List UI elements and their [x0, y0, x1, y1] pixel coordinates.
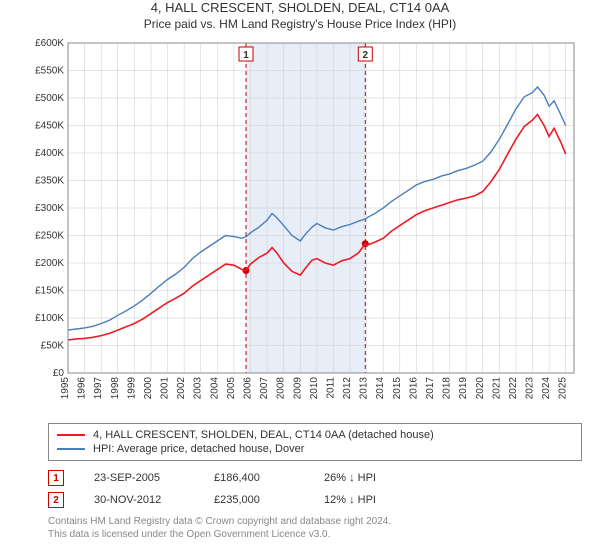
svg-text:2010: 2010: [309, 377, 320, 400]
sale-price: £235,000: [214, 494, 294, 506]
svg-text:2000: 2000: [143, 377, 154, 400]
svg-text:2021: 2021: [491, 377, 502, 400]
svg-text:2016: 2016: [408, 377, 419, 400]
marker-icon: 1: [48, 470, 64, 486]
footer-line: This data is licensed under the Open Gov…: [48, 528, 582, 541]
svg-text:£250K: £250K: [35, 231, 64, 242]
svg-text:2018: 2018: [442, 377, 453, 400]
sales-table: 1 23-SEP-2005 £186,400 26% ↓ HPI 2 30-NO…: [48, 467, 582, 511]
svg-text:1999: 1999: [126, 377, 137, 400]
svg-text:1: 1: [243, 50, 249, 61]
svg-text:1998: 1998: [110, 377, 121, 400]
legend-swatch: [57, 434, 85, 436]
svg-text:£400K: £400K: [35, 148, 64, 159]
svg-text:1995: 1995: [60, 377, 71, 400]
svg-text:2004: 2004: [209, 377, 220, 400]
chart-area: £0£50K£100K£150K£200K£250K£300K£350K£400…: [20, 37, 580, 417]
svg-text:2009: 2009: [292, 377, 303, 400]
sale-price: £186,400: [214, 472, 294, 484]
svg-text:£150K: £150K: [35, 286, 64, 297]
sale-diff: 26% ↓ HPI: [324, 472, 414, 484]
svg-text:2022: 2022: [508, 377, 519, 400]
svg-text:2011: 2011: [325, 377, 336, 399]
svg-text:2002: 2002: [176, 377, 187, 400]
sale-date: 30-NOV-2012: [94, 494, 184, 506]
chart-title: 4, HALL CRESCENT, SHOLDEN, DEAL, CT14 0A…: [0, 0, 600, 15]
svg-text:£350K: £350K: [35, 176, 64, 187]
svg-text:2019: 2019: [458, 377, 469, 400]
svg-text:1997: 1997: [93, 377, 104, 400]
chart-subtitle: Price paid vs. HM Land Registry's House …: [0, 17, 600, 31]
legend-row: HPI: Average price, detached house, Dove…: [57, 442, 573, 456]
footer-attribution: Contains HM Land Registry data © Crown c…: [48, 515, 582, 541]
svg-text:1996: 1996: [77, 377, 88, 400]
svg-text:2023: 2023: [525, 377, 536, 400]
marker-icon: 2: [48, 492, 64, 508]
legend-label: HPI: Average price, detached house, Dove…: [93, 443, 304, 455]
legend-label: 4, HALL CRESCENT, SHOLDEN, DEAL, CT14 0A…: [93, 429, 434, 441]
svg-text:2008: 2008: [276, 377, 287, 400]
svg-text:2020: 2020: [475, 377, 486, 400]
svg-text:2025: 2025: [558, 377, 569, 400]
svg-text:£450K: £450K: [35, 121, 64, 132]
legend-row: 4, HALL CRESCENT, SHOLDEN, DEAL, CT14 0A…: [57, 428, 573, 442]
legend-swatch: [57, 448, 85, 450]
svg-text:2024: 2024: [541, 377, 552, 400]
svg-text:£50K: £50K: [41, 341, 65, 352]
svg-text:2012: 2012: [342, 377, 353, 400]
svg-text:2005: 2005: [226, 377, 237, 400]
footer-line: Contains HM Land Registry data © Crown c…: [48, 515, 582, 528]
svg-text:£500K: £500K: [35, 93, 64, 104]
svg-text:£300K: £300K: [35, 203, 64, 214]
svg-text:£550K: £550K: [35, 66, 64, 77]
svg-text:2006: 2006: [242, 377, 253, 400]
svg-text:2003: 2003: [193, 377, 204, 400]
svg-text:£100K: £100K: [35, 313, 64, 324]
svg-text:2007: 2007: [259, 377, 270, 400]
svg-text:2013: 2013: [359, 377, 370, 400]
svg-text:2017: 2017: [425, 377, 436, 400]
svg-text:2014: 2014: [375, 377, 386, 400]
sale-date: 23-SEP-2005: [94, 472, 184, 484]
sale-row: 1 23-SEP-2005 £186,400 26% ↓ HPI: [48, 467, 582, 489]
svg-text:£600K: £600K: [35, 38, 64, 49]
sale-row: 2 30-NOV-2012 £235,000 12% ↓ HPI: [48, 489, 582, 511]
svg-text:£200K: £200K: [35, 258, 64, 269]
svg-text:2015: 2015: [392, 377, 403, 400]
svg-text:2: 2: [363, 50, 369, 61]
svg-text:2001: 2001: [160, 377, 171, 400]
chart-svg: £0£50K£100K£150K£200K£250K£300K£350K£400…: [20, 37, 580, 417]
sale-diff: 12% ↓ HPI: [324, 494, 414, 506]
legend-box: 4, HALL CRESCENT, SHOLDEN, DEAL, CT14 0A…: [48, 423, 582, 461]
